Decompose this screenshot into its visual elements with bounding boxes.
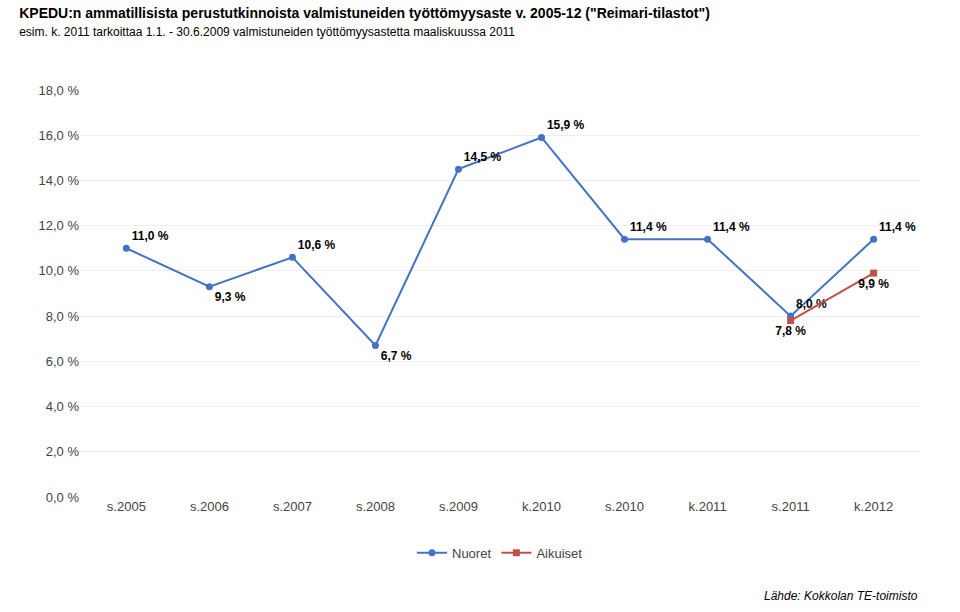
svg-text:10,6 %: 10,6 % (298, 238, 336, 252)
svg-text:8,0 %: 8,0 % (796, 297, 827, 311)
svg-text:k.2012: k.2012 (854, 499, 893, 514)
svg-text:7,8 %: 7,8 % (775, 324, 806, 338)
svg-text:14,5 %: 14,5 % (464, 150, 502, 164)
svg-text:Lähde: Kokkolan TE-toimisto: Lähde: Kokkolan TE-toimisto (764, 589, 918, 603)
svg-text:s.2011: s.2011 (772, 499, 810, 514)
svg-text:2,0 %: 2,0 % (46, 444, 80, 459)
svg-text:s.2009: s.2009 (439, 499, 478, 514)
svg-text:6,0 %: 6,0 % (46, 354, 80, 369)
svg-text:0,0 %: 0,0 % (46, 490, 80, 505)
svg-text:15,9 %: 15,9 % (547, 118, 585, 132)
svg-text:9,9 %: 9,9 % (858, 277, 889, 291)
svg-text:Aikuiset: Aikuiset (536, 546, 582, 561)
svg-text:KPEDU:n ammatillisista perustu: KPEDU:n ammatillisista perustutkinnoista… (19, 5, 710, 39)
svg-text:s.2005: s.2005 (107, 499, 146, 514)
svg-text:11,4 %: 11,4 % (630, 220, 667, 234)
svg-text:k.2011: k.2011 (689, 499, 727, 514)
svg-text:12,0 %: 12,0 % (39, 218, 80, 233)
svg-text:16,0 %: 16,0 % (39, 128, 80, 143)
svg-text:s.2006: s.2006 (190, 499, 229, 514)
svg-text:14,0 %: 14,0 % (39, 173, 80, 188)
svg-text:9,3 %: 9,3 % (215, 290, 246, 304)
svg-text:11,4 %: 11,4 % (879, 220, 916, 234)
svg-text:11,4 %: 11,4 % (713, 220, 750, 234)
svg-text:4,0 %: 4,0 % (46, 399, 80, 414)
svg-text:6,7 %: 6,7 % (381, 349, 412, 363)
svg-text:11,0 %: 11,0 % (132, 229, 169, 243)
svg-text:18,0 %: 18,0 % (39, 83, 80, 98)
svg-text:s.2008: s.2008 (356, 499, 395, 514)
svg-text:k.2010: k.2010 (522, 499, 561, 514)
svg-text:s.2007: s.2007 (273, 499, 312, 514)
svg-text:s.2010: s.2010 (605, 499, 644, 514)
svg-text:8,0 %: 8,0 % (46, 309, 80, 324)
svg-text:10,0 %: 10,0 % (39, 263, 80, 278)
svg-text:Nuoret: Nuoret (452, 546, 491, 561)
